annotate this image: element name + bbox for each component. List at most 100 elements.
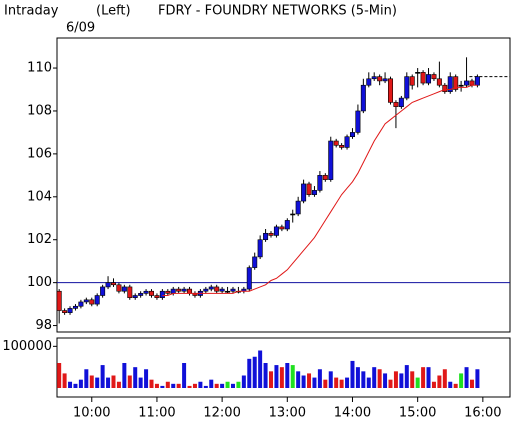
candle-body <box>181 288 187 292</box>
candle-body <box>404 76 410 99</box>
volume-bar <box>133 367 138 388</box>
candle-body <box>219 288 225 292</box>
candle-body <box>349 132 355 138</box>
candle-body <box>225 290 231 293</box>
candle-body <box>409 76 415 86</box>
candle-body <box>333 140 339 146</box>
volume-bar <box>285 363 290 388</box>
volume-bar <box>290 365 295 388</box>
x-tick-label: 13:00 <box>269 406 306 421</box>
volume-bar <box>84 369 89 388</box>
volume-bar <box>307 373 312 388</box>
volume-bar <box>144 369 149 388</box>
volume-bar <box>209 379 214 388</box>
candle-body <box>311 190 317 195</box>
volume-bar <box>263 363 268 388</box>
volume-bar <box>57 363 62 388</box>
volume-bar <box>247 358 252 388</box>
volume-bar <box>89 375 94 388</box>
volume-bar <box>198 381 203 388</box>
volume-bar <box>459 373 464 388</box>
volume-bar <box>192 383 197 388</box>
candle-body <box>89 299 95 305</box>
volume-bar <box>393 371 398 388</box>
candle-body <box>339 144 345 148</box>
volume-bar <box>236 381 241 388</box>
candle-body <box>132 295 138 298</box>
y-tick-label: 102 <box>27 232 52 247</box>
volume-bar <box>431 381 436 388</box>
volume-bar <box>317 369 322 388</box>
candle-body <box>187 288 193 294</box>
candle-body <box>62 310 68 313</box>
candle-body <box>165 290 171 294</box>
volume-bar <box>100 365 105 388</box>
volume-bar <box>328 371 333 388</box>
volume-bar <box>464 367 469 388</box>
candle-body <box>474 76 480 86</box>
volume-bar <box>182 363 187 388</box>
volume-bar <box>404 365 409 388</box>
volume-bar <box>399 373 404 388</box>
volume-bar <box>426 367 431 388</box>
volume-bar <box>442 369 447 388</box>
date-label: 6/09 <box>66 21 95 36</box>
y-tick-label: 100 <box>27 275 52 290</box>
volume-bar <box>469 379 474 388</box>
volume-bar <box>301 375 306 388</box>
volume-bar <box>437 375 442 388</box>
candle-body <box>388 78 394 103</box>
candle-body <box>306 183 312 195</box>
candle-body <box>203 288 209 292</box>
candle-body <box>317 175 323 191</box>
candle-body <box>143 290 149 294</box>
volume-bar <box>415 377 420 388</box>
candle-body <box>78 301 84 307</box>
volume-bar <box>214 383 219 388</box>
chart-title: FDRY - FOUNDRY NETWORKS (5-Min) <box>158 4 397 19</box>
candle-body <box>436 78 442 86</box>
candle-body <box>138 293 144 296</box>
candle-body <box>56 290 62 311</box>
volume-bar <box>323 379 328 388</box>
y-tick-label: 100000 <box>2 339 52 354</box>
volume-bar <box>296 371 301 388</box>
volume-bar <box>274 365 279 388</box>
candle-body <box>382 78 388 82</box>
volume-bar <box>355 367 360 388</box>
candle-body <box>230 288 236 292</box>
volume-bar <box>187 385 192 388</box>
volume-bar <box>122 363 127 388</box>
candle-body <box>398 97 404 107</box>
volume-bar <box>73 383 78 388</box>
candle-body <box>149 290 155 296</box>
candle-body <box>415 72 421 74</box>
candle-body <box>442 84 448 92</box>
volume-bar <box>203 385 208 388</box>
candle-body <box>121 286 127 292</box>
candle-body <box>420 72 426 84</box>
candle-body <box>83 299 89 303</box>
candle-body <box>290 213 296 216</box>
candle-body <box>328 140 334 180</box>
candle-body <box>295 200 301 215</box>
volume-bar <box>225 381 230 388</box>
volume-bar <box>345 377 350 388</box>
candle-body <box>360 84 366 112</box>
volume-bar <box>171 383 176 388</box>
volume-bar <box>475 369 480 388</box>
candle-body <box>431 74 437 80</box>
volume-bar <box>421 367 426 388</box>
candle-body <box>67 308 73 313</box>
volume-bar <box>78 379 83 388</box>
candle-body <box>279 226 285 230</box>
volume-bar <box>149 379 154 388</box>
volume-frame <box>56 337 511 398</box>
candle-body <box>301 183 307 202</box>
volume-bar <box>138 377 143 388</box>
candle-body <box>284 220 290 230</box>
candle-body <box>116 284 122 292</box>
x-tick-label: 10:00 <box>73 406 110 421</box>
candle-body <box>469 80 475 86</box>
candle-body <box>393 102 399 107</box>
